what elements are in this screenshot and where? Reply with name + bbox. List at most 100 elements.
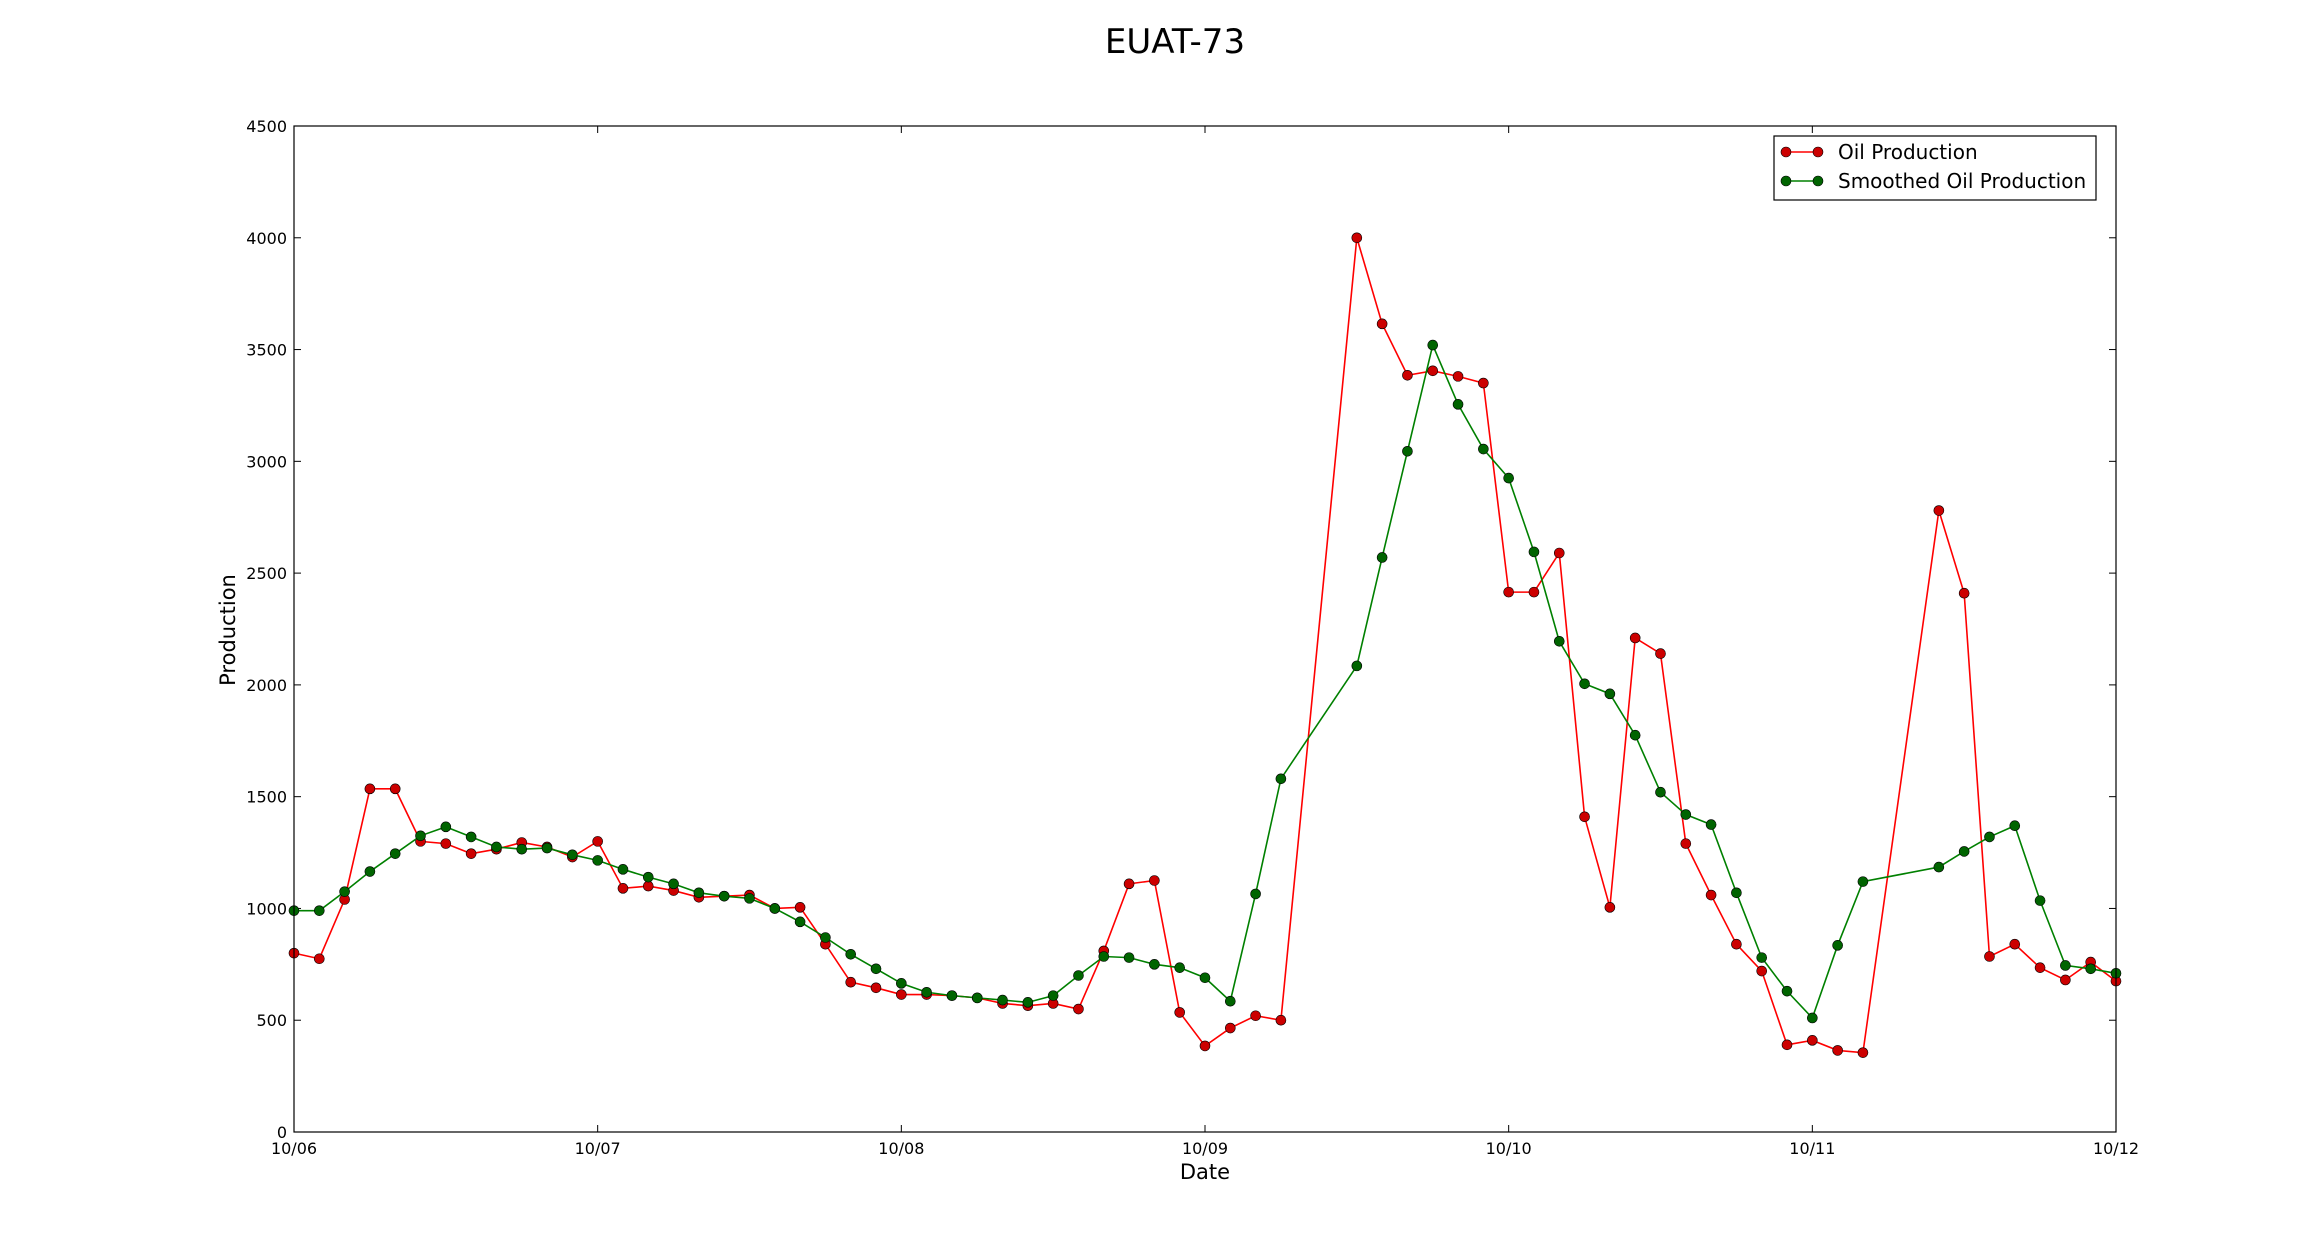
data-point — [1604, 688, 1616, 700]
data-point — [1225, 995, 1236, 1007]
data-point — [389, 783, 401, 795]
data-point — [465, 831, 477, 843]
data-point — [1123, 952, 1135, 963]
data-point — [2009, 820, 2021, 832]
data-point — [1958, 587, 1970, 599]
y-tick-label: 1000 — [246, 899, 287, 918]
data-point — [2034, 895, 2046, 906]
data-point — [1731, 938, 1742, 950]
data-point — [794, 916, 806, 928]
data-point — [339, 886, 350, 897]
data-point — [1174, 1007, 1185, 1018]
data-point — [1553, 547, 1565, 559]
data-point — [516, 843, 528, 855]
y-tick-label: 2000 — [246, 676, 287, 695]
data-point — [896, 989, 907, 1000]
data-point — [946, 990, 958, 1001]
data-point — [1250, 888, 1261, 900]
plot-frame — [293, 125, 2117, 1133]
y-axis: 0 500 1000 1500 2000 2500 3000 3500 4000 4500 — [246, 117, 2116, 1142]
data-point — [1149, 959, 1160, 970]
series-oil-production — [288, 232, 2122, 1058]
data-point — [1452, 399, 1464, 410]
data-point — [1503, 472, 1514, 484]
data-point — [820, 932, 831, 943]
x-tick-label: 10/11 — [1789, 1139, 1835, 1158]
data-point — [1478, 377, 1489, 389]
y-tick-label: 2500 — [246, 564, 287, 583]
x-tick-label: 10/09 — [1182, 1139, 1228, 1158]
data-point — [642, 871, 654, 883]
data-point — [1376, 318, 1388, 330]
data-point — [1984, 831, 1995, 843]
data-point — [1807, 1035, 1818, 1046]
data-point — [921, 986, 932, 998]
data-point — [2085, 963, 2096, 975]
data-point — [896, 978, 907, 989]
data-point — [1705, 889, 1717, 901]
y-tick-label: 4000 — [246, 229, 287, 248]
y-tick-label: 0 — [277, 1123, 287, 1142]
data-point — [718, 890, 730, 902]
data-point — [465, 848, 477, 859]
data-point — [1933, 505, 1945, 516]
y-tick-label: 500 — [256, 1011, 287, 1030]
data-point — [1781, 985, 1793, 997]
data-point — [1655, 648, 1666, 659]
data-point — [1376, 552, 1388, 563]
data-point — [1756, 952, 1768, 963]
data-point — [1402, 369, 1413, 381]
x-axis: 10/06 10/07 10/08 10/09 10/10 10/11 10/12 — [271, 126, 2139, 1158]
data-point — [1629, 632, 1641, 644]
data-point — [1832, 1045, 1843, 1056]
legend-label: Smoothed Oil Production — [1838, 169, 2086, 193]
data-point — [1047, 990, 1059, 1001]
data-point — [1402, 445, 1413, 457]
data-point — [364, 783, 376, 795]
data-point — [1579, 678, 1590, 690]
data-point — [769, 903, 781, 914]
data-point — [1680, 809, 1692, 820]
legend: Oil Production Smoothed Oil Production — [1773, 135, 2097, 201]
data-point — [1199, 972, 1211, 984]
data-point — [2034, 962, 2046, 973]
data-point — [1756, 965, 1768, 977]
x-tick-label: 10/08 — [878, 1139, 924, 1158]
data-point — [845, 976, 857, 988]
data-point — [314, 953, 325, 965]
data-point — [642, 880, 654, 892]
data-point — [668, 878, 679, 890]
data-point — [1199, 1040, 1211, 1052]
x-tick-label: 10/10 — [1486, 1139, 1532, 1158]
data-point — [744, 893, 755, 904]
data-point — [617, 864, 629, 875]
data-point — [592, 836, 603, 847]
series-line — [294, 342, 2117, 1020]
data-point — [415, 830, 426, 842]
data-point — [1073, 1003, 1084, 1015]
data-point — [1452, 371, 1464, 382]
data-point — [1351, 232, 1363, 244]
data-point — [1123, 878, 1135, 890]
data-point — [1984, 951, 1995, 962]
series-smoothed-oil-production — [288, 339, 2122, 1024]
data-point — [1427, 339, 1439, 351]
series-layer — [288, 232, 2122, 1058]
data-point — [1098, 951, 1110, 962]
data-point — [567, 849, 578, 861]
data-point — [1073, 970, 1084, 981]
data-point — [1149, 875, 1160, 886]
data-point — [2060, 974, 2071, 986]
data-point — [1351, 660, 1363, 672]
data-point — [2060, 960, 2071, 971]
data-point — [2009, 938, 2021, 950]
y-tick-label: 4500 — [246, 117, 287, 136]
data-point — [617, 883, 629, 894]
data-point — [971, 992, 983, 1004]
legend-box — [1773, 135, 2097, 201]
data-point — [870, 982, 882, 994]
data-point — [1857, 1047, 1869, 1058]
data-point — [1528, 586, 1540, 598]
data-point — [314, 905, 325, 916]
